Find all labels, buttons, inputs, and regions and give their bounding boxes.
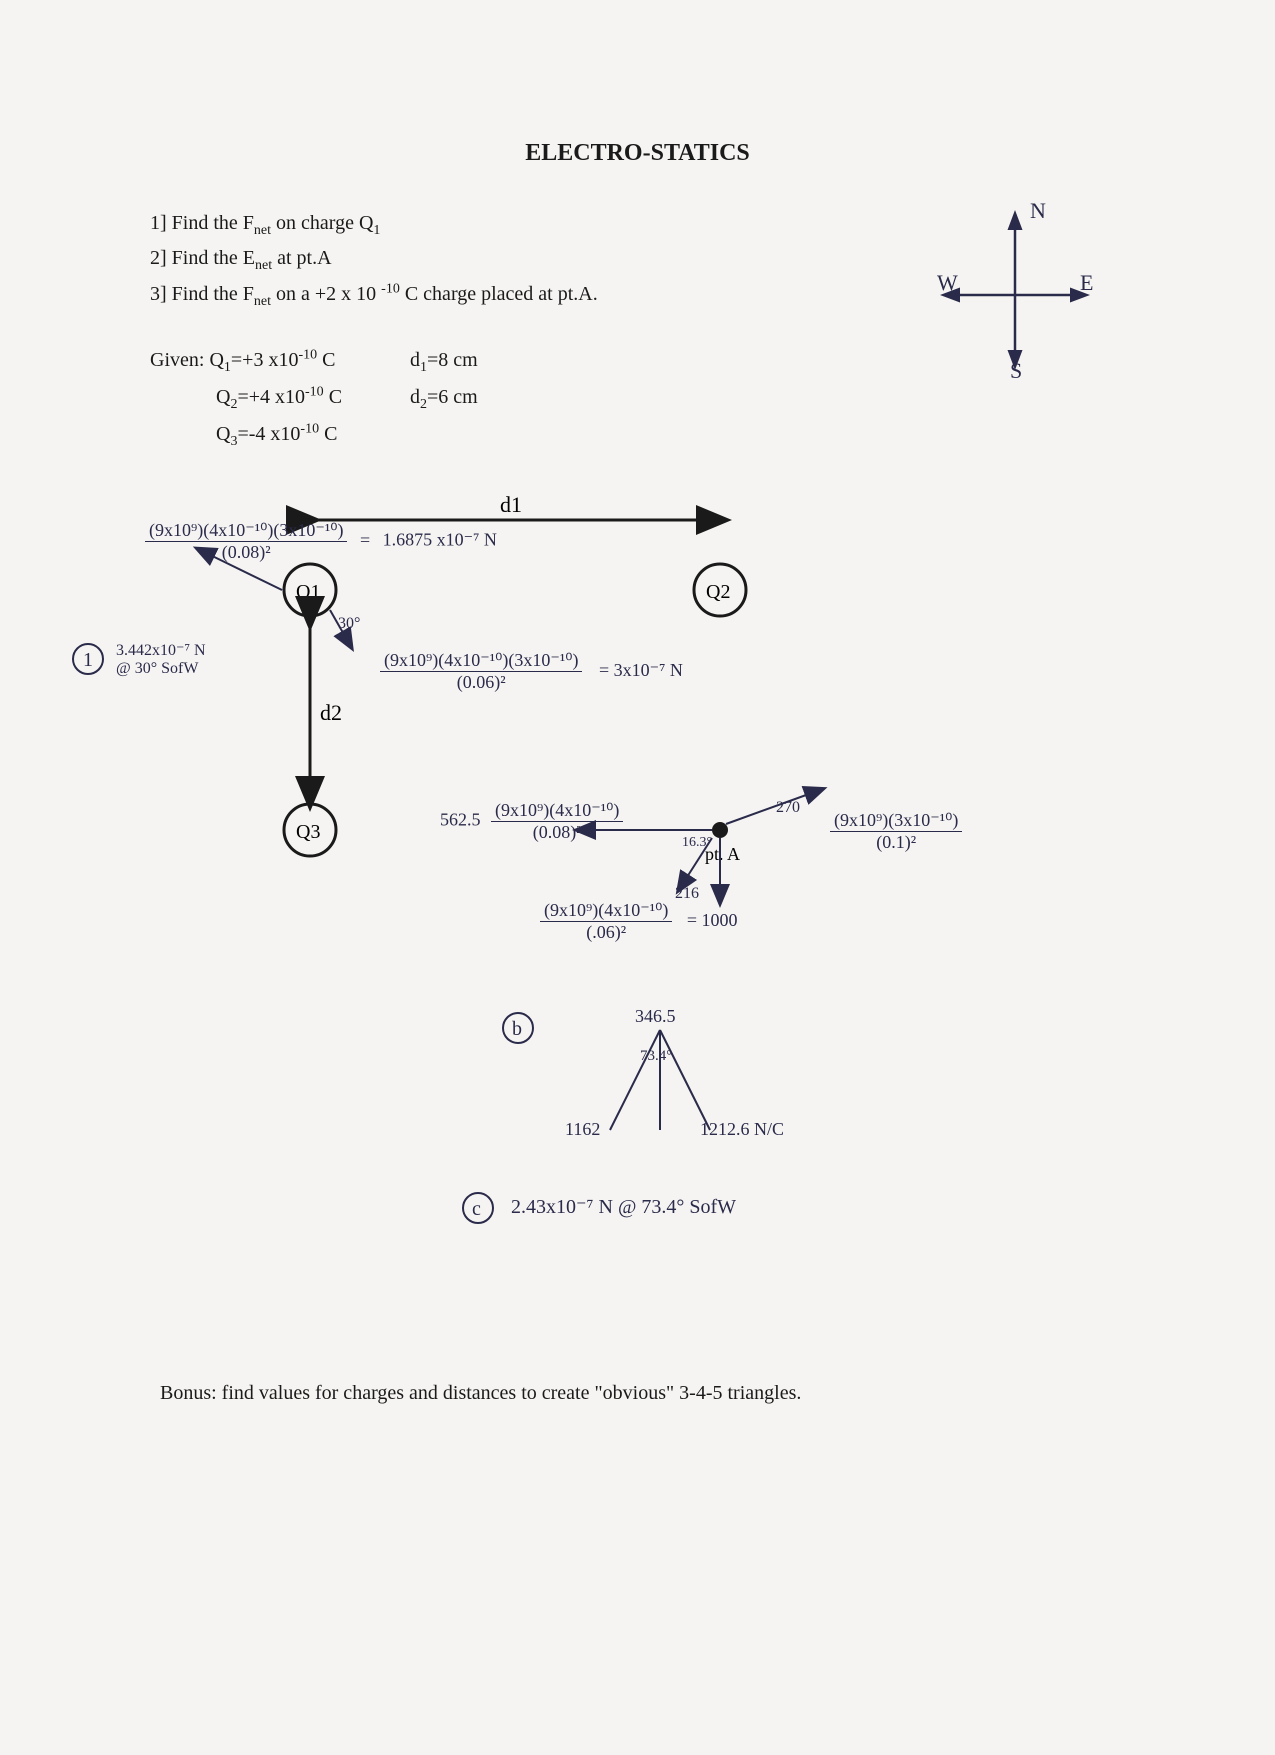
given-label: Given:	[150, 349, 204, 371]
compass-icon: N E S W	[935, 200, 1095, 380]
svg-text:Q3: Q3	[296, 821, 320, 843]
partc-answer: 2.43x10⁻⁷ N @ 73.4° SofW	[511, 1196, 736, 1218]
partb-diagram: 346.5 73.4° 1162 1212.6 N/C	[540, 1010, 800, 1160]
calc3: 562.5 (9x10⁹)(4x10⁻¹⁰) (0.08)²	[440, 800, 623, 843]
calc1-eq: =	[360, 530, 370, 550]
svg-text:1162: 1162	[565, 1119, 600, 1139]
calc2-den: (0.06)²	[453, 672, 510, 693]
svg-text:d1: d1	[500, 492, 522, 517]
svg-text:1212.6 N/C: 1212.6 N/C	[700, 1119, 784, 1139]
svg-text:c: c	[472, 1198, 481, 1220]
calc1-num: (9x10⁹)(4x10⁻¹⁰)(3x10⁻¹⁰)	[145, 520, 347, 542]
answer1-dir: @ 30° SofW	[116, 660, 206, 678]
worksheet-page: ELECTRO-STATICS 1] Find the Fnet on char…	[0, 0, 1275, 1755]
given-d1: d1=8 cm	[410, 343, 570, 380]
calc3-den: (0.08)²	[529, 822, 586, 843]
svg-text:346.5: 346.5	[635, 1010, 676, 1026]
bonus-text: Bonus: find values for charges and dista…	[160, 1382, 801, 1405]
calc5-den: (.06)²	[582, 922, 630, 943]
calc1-den: (0.08)²	[218, 542, 275, 563]
partb-block: b 346.5 73.4° 1162 1212.6 N/C	[500, 1010, 800, 1160]
page-title: ELECTRO-STATICS	[120, 140, 1155, 167]
calc1: (9x10⁹)(4x10⁻¹⁰)(3x10⁻¹⁰) (0.08)² = 1.68…	[145, 520, 497, 563]
calc2-num: (9x10⁹)(4x10⁻¹⁰)(3x10⁻¹⁰)	[380, 650, 582, 672]
circle-c-icon: c	[460, 1190, 496, 1226]
calc4-num: (9x10⁹)(3x10⁻¹⁰)	[830, 810, 962, 832]
calc4: (9x10⁹)(3x10⁻¹⁰) (0.1)²	[830, 810, 962, 853]
calc5-num: (9x10⁹)(4x10⁻¹⁰)	[540, 900, 672, 922]
answer1-block: 1 3.442x10⁻⁷ N @ 30° SofW	[70, 640, 206, 678]
svg-text:73.4°: 73.4°	[640, 1048, 672, 1064]
svg-text:d2: d2	[320, 700, 342, 725]
svg-text:Q2: Q2	[706, 581, 730, 603]
svg-text:1: 1	[83, 649, 93, 671]
svg-text:N: N	[1030, 200, 1046, 223]
calc5-res: = 1000	[687, 910, 738, 930]
calc2: (9x10⁹)(4x10⁻¹⁰)(3x10⁻¹⁰) (0.06)² = 3x10…	[380, 650, 683, 693]
given-q2: Q2=+4 x10-10 C	[150, 380, 410, 417]
circle-1-icon: 1	[70, 641, 106, 677]
calc4-den: (0.1)²	[872, 832, 920, 853]
svg-text:30°: 30°	[338, 615, 360, 632]
svg-text:S: S	[1010, 358, 1022, 380]
circle-b-icon: b	[500, 1010, 536, 1046]
given-q3: Q3=-4 x10-10 C	[150, 417, 410, 454]
given-d2: d2=6 cm	[410, 380, 570, 417]
answer1-value: 3.442x10⁻⁷ N	[116, 640, 206, 660]
calc1-res: 1.6875 x10⁻⁷ N	[383, 530, 497, 550]
svg-text:270: 270	[776, 799, 800, 816]
calc3-num: (9x10⁹)(4x10⁻¹⁰)	[491, 800, 623, 822]
calc5: (9x10⁹)(4x10⁻¹⁰) (.06)² = 1000	[540, 900, 738, 943]
partc-block: c 2.43x10⁻⁷ N @ 73.4° SofW	[460, 1190, 736, 1226]
svg-text:Q1: Q1	[296, 581, 320, 603]
svg-text:E: E	[1080, 270, 1093, 295]
calc2-res: = 3x10⁻⁷ N	[599, 660, 683, 680]
svg-text:W: W	[937, 270, 958, 295]
svg-text:16.3°: 16.3°	[682, 835, 712, 850]
calc3-pre: 562.5	[440, 810, 481, 830]
svg-text:b: b	[512, 1018, 522, 1040]
